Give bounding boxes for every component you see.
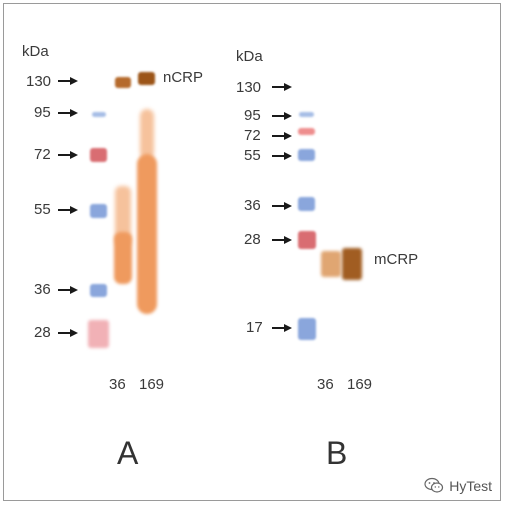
panel-a-marker-55: 55 — [34, 201, 51, 218]
panel-a-marker-28: 28 — [34, 324, 51, 341]
marker-band-72 — [298, 128, 315, 135]
panel-b-marker-28: 28 — [244, 231, 261, 248]
panel-b-marker-36: 36 — [244, 197, 261, 214]
panel-b-marker-55: 55 — [244, 147, 261, 164]
panel-b-lane-169-label: 169 — [347, 376, 373, 393]
panel-a-letter: A — [117, 435, 139, 471]
lane-169-mcrp-band — [342, 248, 362, 280]
marker-band-55 — [298, 149, 315, 161]
lane-169-upper-smear — [140, 109, 154, 159]
marker-band-72 — [90, 148, 107, 162]
marker-band-36 — [298, 197, 315, 211]
mcrp-label: mCRP — [374, 251, 419, 268]
panel-a-marker-130: 130 — [26, 73, 52, 90]
marker-band-36 — [90, 284, 107, 297]
panel-b-marker-95: 95 — [244, 107, 261, 124]
panel-b-marker-72: 72 — [244, 127, 261, 144]
panel-a-unit-label: kDa — [22, 43, 49, 60]
watermark-text: HyTest — [449, 477, 492, 494]
lane-36-mcrp-band — [321, 251, 341, 277]
lane-36-lower-band — [114, 232, 132, 284]
panel-b-lane-36-label: 36 — [317, 376, 334, 393]
marker-band-28 — [88, 320, 109, 348]
panel-b-marker-17: 17 — [246, 319, 263, 336]
lane-36-smear — [115, 186, 131, 246]
watermark: HyTest — [424, 477, 492, 494]
lane-169-smear — [137, 154, 157, 314]
wechat-icon — [424, 477, 444, 494]
lane-36-top-band — [115, 77, 131, 88]
panel-b-marker-130: 130 — [236, 79, 262, 96]
marker-band-95 — [299, 112, 314, 117]
marker-band-55 — [90, 204, 107, 218]
panel-a-marker-72: 72 — [34, 146, 51, 163]
marker-band-28 — [298, 231, 316, 249]
panel-b-letter: B — [326, 435, 348, 471]
marker-band-95 — [92, 112, 106, 117]
panel-b-unit-label: kDa — [236, 48, 263, 65]
ncrp-label: nCRP — [163, 69, 204, 86]
marker-band-17 — [298, 318, 316, 340]
panel-a-lane-169-label: 169 — [139, 376, 165, 393]
figure-frame: kDa 130 95 72 55 36 28 nCRP 36 169 A k — [3, 3, 501, 501]
panel-a-marker-36: 36 — [34, 281, 51, 298]
panel-a-lane-36-label: 36 — [109, 376, 126, 393]
lane-169-top-band — [138, 72, 155, 85]
panel-a-marker-95: 95 — [34, 104, 51, 121]
